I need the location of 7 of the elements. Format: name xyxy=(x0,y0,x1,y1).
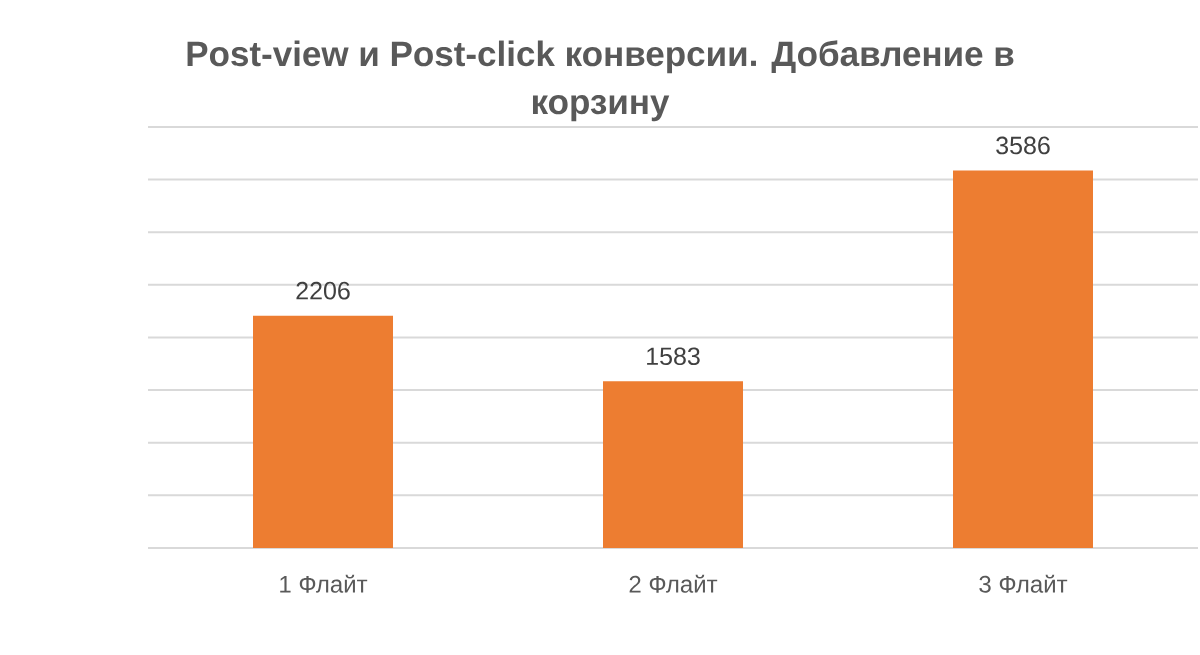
data-label: 1583 xyxy=(647,347,700,366)
data-label: 3586 xyxy=(996,136,1050,155)
x-tick-label: 2 Флайт xyxy=(629,574,718,593)
chart-title: Post-view и Post-click конверсии. Добавление в корзину xyxy=(187,40,1014,122)
x-tick-label: 3 Флайт xyxy=(979,574,1068,593)
x-tick-label: 1 Флайт xyxy=(280,574,368,593)
data-label: 2206 xyxy=(296,281,350,300)
